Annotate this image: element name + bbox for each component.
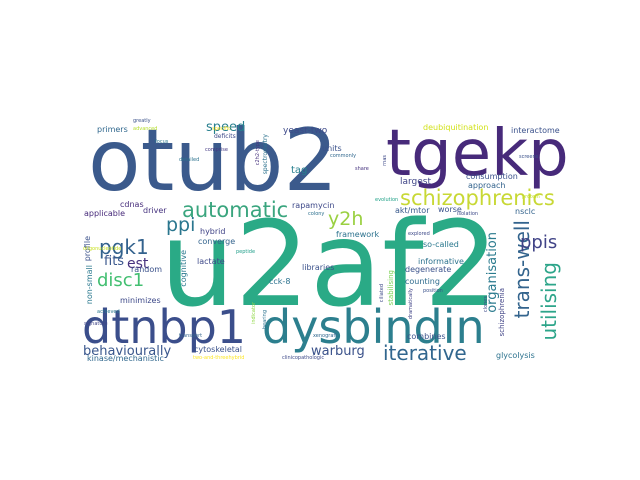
word: commonly bbox=[330, 153, 357, 159]
word: screens bbox=[519, 154, 539, 160]
word: bearing bbox=[262, 310, 268, 330]
word: largest bbox=[400, 177, 432, 187]
word: est bbox=[127, 256, 149, 272]
word: otub2 bbox=[88, 111, 339, 211]
word: akt/mtor bbox=[395, 206, 430, 215]
word: disc1 bbox=[97, 270, 145, 291]
word: protein bbox=[522, 194, 540, 200]
word: schizophrenia bbox=[498, 288, 506, 337]
word: informative bbox=[418, 257, 464, 266]
word: cdnas bbox=[120, 200, 144, 209]
word: random bbox=[131, 265, 163, 274]
word: degenerate bbox=[405, 265, 452, 274]
word: oligonucleotide bbox=[83, 246, 122, 252]
word: approach bbox=[468, 181, 506, 190]
word: utilising bbox=[537, 262, 561, 341]
word: advanced bbox=[133, 126, 158, 132]
word: tag bbox=[291, 165, 308, 176]
word: pgk1 bbox=[99, 235, 149, 259]
word: so-called bbox=[423, 240, 459, 249]
word: rapamycin bbox=[292, 201, 335, 210]
word: framework bbox=[336, 230, 380, 239]
word: isolation bbox=[457, 211, 479, 217]
word: applicable bbox=[84, 209, 126, 218]
word: rnas bbox=[382, 155, 388, 166]
word: clones bbox=[483, 296, 489, 313]
word: automatic bbox=[182, 198, 289, 222]
word: stabilising bbox=[387, 270, 395, 306]
word: libraries bbox=[302, 263, 335, 272]
word: driver bbox=[143, 206, 167, 215]
word: counting bbox=[405, 277, 440, 286]
word: greatly bbox=[133, 118, 151, 124]
word: explored bbox=[408, 231, 430, 237]
word: yeast-two bbox=[283, 126, 328, 136]
word: deficits bbox=[214, 133, 236, 140]
word: peptide bbox=[236, 249, 256, 255]
word: deubiquitination bbox=[423, 123, 489, 132]
word: non-small bbox=[85, 265, 94, 305]
word: behaviourally bbox=[83, 344, 172, 359]
word: cck-8 bbox=[269, 277, 291, 286]
word: kinase/mechanistic bbox=[87, 354, 164, 363]
word: interactome bbox=[511, 126, 560, 135]
word: spectrometry bbox=[262, 134, 269, 175]
word: cytoskeletal bbox=[194, 345, 243, 354]
word: ppis bbox=[520, 232, 558, 253]
word: warburg bbox=[311, 344, 365, 359]
word: indicator bbox=[251, 302, 257, 325]
word: schizophrenics bbox=[400, 186, 555, 210]
word: primers bbox=[97, 125, 128, 134]
word: dramatically bbox=[408, 288, 414, 320]
word: cognitive bbox=[179, 250, 188, 287]
word: combines bbox=[407, 332, 446, 341]
word-cloud-canvas bbox=[80, 112, 560, 368]
word: focus bbox=[155, 139, 169, 145]
word: converge bbox=[198, 237, 236, 246]
word: iterative bbox=[383, 341, 467, 365]
word: y2h bbox=[328, 208, 364, 230]
word: achieved bbox=[97, 309, 120, 315]
word: transport bbox=[179, 333, 203, 339]
word: glycolysis bbox=[496, 351, 535, 360]
word: ciliated bbox=[379, 284, 385, 303]
word: tgekp bbox=[386, 117, 569, 191]
word: position bbox=[423, 288, 443, 294]
word: dtnbp1 bbox=[82, 300, 247, 354]
word: specific bbox=[212, 126, 231, 132]
word: fits bbox=[104, 254, 125, 269]
word: comprise bbox=[205, 147, 228, 153]
word: evolution bbox=[375, 197, 399, 203]
word: clinicopathologic bbox=[282, 355, 325, 361]
word: hybrid bbox=[200, 227, 226, 236]
word: lactate bbox=[197, 257, 225, 266]
word: nsclc bbox=[515, 207, 536, 216]
word: share bbox=[355, 166, 369, 172]
word: ppi bbox=[166, 214, 196, 236]
word: units bbox=[322, 144, 342, 153]
word: u2af2 bbox=[160, 195, 499, 333]
word: xenograft bbox=[313, 333, 338, 339]
word: worse bbox=[438, 205, 462, 214]
word: detailed bbox=[179, 157, 200, 163]
word: signature bbox=[84, 321, 108, 327]
word: consumption bbox=[466, 172, 518, 181]
word: colony bbox=[308, 211, 325, 217]
word: c2h2-type bbox=[255, 140, 261, 166]
word: speed bbox=[206, 120, 246, 135]
word: two-and-threehybrid bbox=[193, 355, 245, 361]
word: minimizes bbox=[120, 296, 161, 305]
word: dysbindin bbox=[262, 300, 485, 354]
